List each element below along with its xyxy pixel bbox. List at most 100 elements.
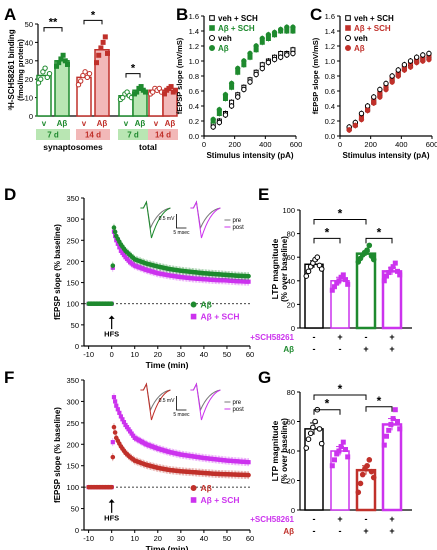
panel-d-legend-marker bbox=[190, 301, 197, 308]
panel-b-x-tick-label: 0 bbox=[202, 140, 206, 149]
panel-f-point bbox=[113, 399, 118, 404]
panel-d-inset-scale-v: 0.5 mV bbox=[159, 216, 176, 222]
panel-a-bar bbox=[94, 49, 110, 117]
panel-b-point bbox=[259, 65, 265, 72]
panel-c-legend-label: Aβ bbox=[354, 44, 365, 53]
panel-c-point bbox=[426, 56, 432, 63]
panel-f-point bbox=[109, 484, 114, 490]
panel-e-point bbox=[318, 266, 325, 272]
panel-g-sig-bracket bbox=[365, 406, 393, 412]
panel-e-row-sch-val: + bbox=[337, 332, 342, 342]
panel-e-y-tick-label: 40 bbox=[287, 277, 295, 286]
panel-f-y-tick-label: 300 bbox=[66, 397, 79, 406]
panel-e-point bbox=[305, 268, 312, 275]
panel-g-point bbox=[303, 445, 310, 451]
panel-f-x-tick-label: 60 bbox=[246, 534, 254, 543]
panel-b-point bbox=[216, 119, 223, 126]
panel-c-legend-marker bbox=[345, 35, 351, 41]
panel-b-y-tick-label: 0.0 bbox=[189, 132, 199, 141]
panel-c-point bbox=[426, 50, 432, 57]
panel-b-y-tick-label: 1.6 bbox=[189, 12, 199, 21]
panel-a-point bbox=[96, 52, 102, 58]
panel-e-row-ab-val: + bbox=[389, 344, 394, 354]
panel-g-row-sch-val: + bbox=[337, 514, 342, 524]
panel-c-legend-marker bbox=[345, 15, 351, 21]
panel-d-point bbox=[110, 263, 116, 268]
panel-b-point bbox=[271, 56, 278, 63]
panel-d-x-tick-label: 30 bbox=[177, 350, 185, 359]
panel-a-bar-label: Aβ bbox=[165, 119, 176, 128]
panel-a-sig-star: * bbox=[91, 9, 96, 21]
panel-f-y-tick-label: 350 bbox=[66, 376, 79, 385]
panel-g-row-ab-val: - bbox=[339, 526, 342, 536]
panel-b-xlabel: Stimulus intensity (pA) bbox=[206, 151, 293, 160]
panel-d-point bbox=[246, 273, 251, 279]
panel-e-y-tick-label: 80 bbox=[287, 230, 295, 239]
panel-g-point bbox=[345, 454, 351, 460]
panel-d-x-tick-label: 50 bbox=[223, 350, 231, 359]
panel-d-inset-scale-t: 5 msec bbox=[173, 230, 190, 236]
panel-g-point bbox=[318, 440, 325, 447]
panel-b-point bbox=[210, 116, 216, 123]
panel-g-point bbox=[307, 430, 314, 437]
panel-b-y-tick-label: 0.2 bbox=[189, 117, 199, 126]
panel-d-legend-label: Aβ bbox=[201, 300, 212, 310]
panel-g-row-ab-label: Aβ bbox=[283, 527, 294, 536]
panel-d-y-tick-label: 250 bbox=[66, 236, 79, 245]
panel-c-y-tick-label: 1.0 bbox=[325, 57, 335, 66]
panel-b-y-tick-label: 0.4 bbox=[189, 102, 199, 111]
panel-e-y-tick-label: 0 bbox=[291, 324, 295, 333]
panel-f-legend-marker bbox=[190, 485, 197, 491]
panel-b-legend-label: Aβ bbox=[218, 44, 229, 53]
panel-d-y-tick-label: 100 bbox=[66, 300, 79, 309]
panel-b-point bbox=[241, 86, 247, 93]
panel-f-y-tick-label: 0 bbox=[75, 526, 79, 535]
panel-b-point bbox=[222, 92, 229, 98]
panel-c-point bbox=[377, 94, 383, 100]
panel-d-y-tick-label: 150 bbox=[66, 279, 79, 288]
panel-a-point bbox=[86, 70, 93, 77]
panel-f-inset-trace-post bbox=[140, 382, 171, 421]
panel-f-x-tick-label: 30 bbox=[177, 534, 185, 543]
panel-c-y-tick-label: 0.2 bbox=[325, 117, 335, 126]
panel-a-sub-box bbox=[148, 129, 178, 140]
panel-f-x-tick-label: -10 bbox=[83, 534, 94, 543]
panel-g-sig-star: * bbox=[377, 394, 382, 408]
panel-a-point bbox=[168, 84, 174, 90]
panel-c-point bbox=[371, 94, 377, 100]
panel-b-legend-marker bbox=[209, 25, 215, 31]
panel-a-point bbox=[78, 78, 84, 84]
panel-e-row-ab-val: - bbox=[313, 344, 316, 354]
panel-letter-e: E bbox=[258, 185, 269, 204]
panel-b-point bbox=[241, 58, 247, 64]
panel-c-y-tick-label: 0.4 bbox=[325, 102, 335, 111]
panel-f-inset-trace-post bbox=[190, 382, 221, 421]
panel-b-point bbox=[210, 124, 216, 130]
panel-b-legend-label: veh bbox=[218, 34, 232, 43]
panel-c-point bbox=[358, 116, 365, 123]
panel-a-sub-label: 7 d bbox=[47, 131, 59, 140]
panel-f-point bbox=[117, 410, 122, 415]
panel-e-point bbox=[392, 260, 398, 266]
panel-f-y-tick-label: 100 bbox=[66, 483, 79, 492]
panel-d-hfs-arrowhead bbox=[108, 315, 115, 319]
panel-a-sub-box bbox=[118, 129, 148, 140]
panel-a-y-tick-label: 50 bbox=[25, 20, 33, 29]
panel-c-legend-label: Aβ + SCH bbox=[354, 24, 391, 33]
panel-e-row-ab-label: Aβ bbox=[283, 345, 294, 354]
panel-b-point bbox=[265, 59, 272, 66]
panel-e-y-tick-label: 100 bbox=[282, 206, 295, 215]
panel-g-row-sch-val: - bbox=[313, 514, 316, 524]
panel-f-inset-scalebar bbox=[176, 396, 187, 411]
panel-c-point bbox=[395, 67, 401, 73]
panel-e-ylabel: LTP magnitude bbox=[270, 238, 280, 299]
panel-g-point bbox=[332, 457, 337, 463]
panel-f-point bbox=[246, 472, 251, 478]
panel-a-sig-bracket bbox=[83, 19, 103, 25]
panel-a-point bbox=[98, 45, 104, 51]
panel-g-point bbox=[310, 424, 316, 431]
panel-a-bar-label: v bbox=[42, 119, 47, 128]
panel-f-legend-label: Aβ bbox=[201, 483, 212, 493]
panel-c-x-tick-label: 400 bbox=[395, 140, 408, 149]
panel-a-ylabel2: (fmol/mg protein) bbox=[16, 39, 25, 101]
